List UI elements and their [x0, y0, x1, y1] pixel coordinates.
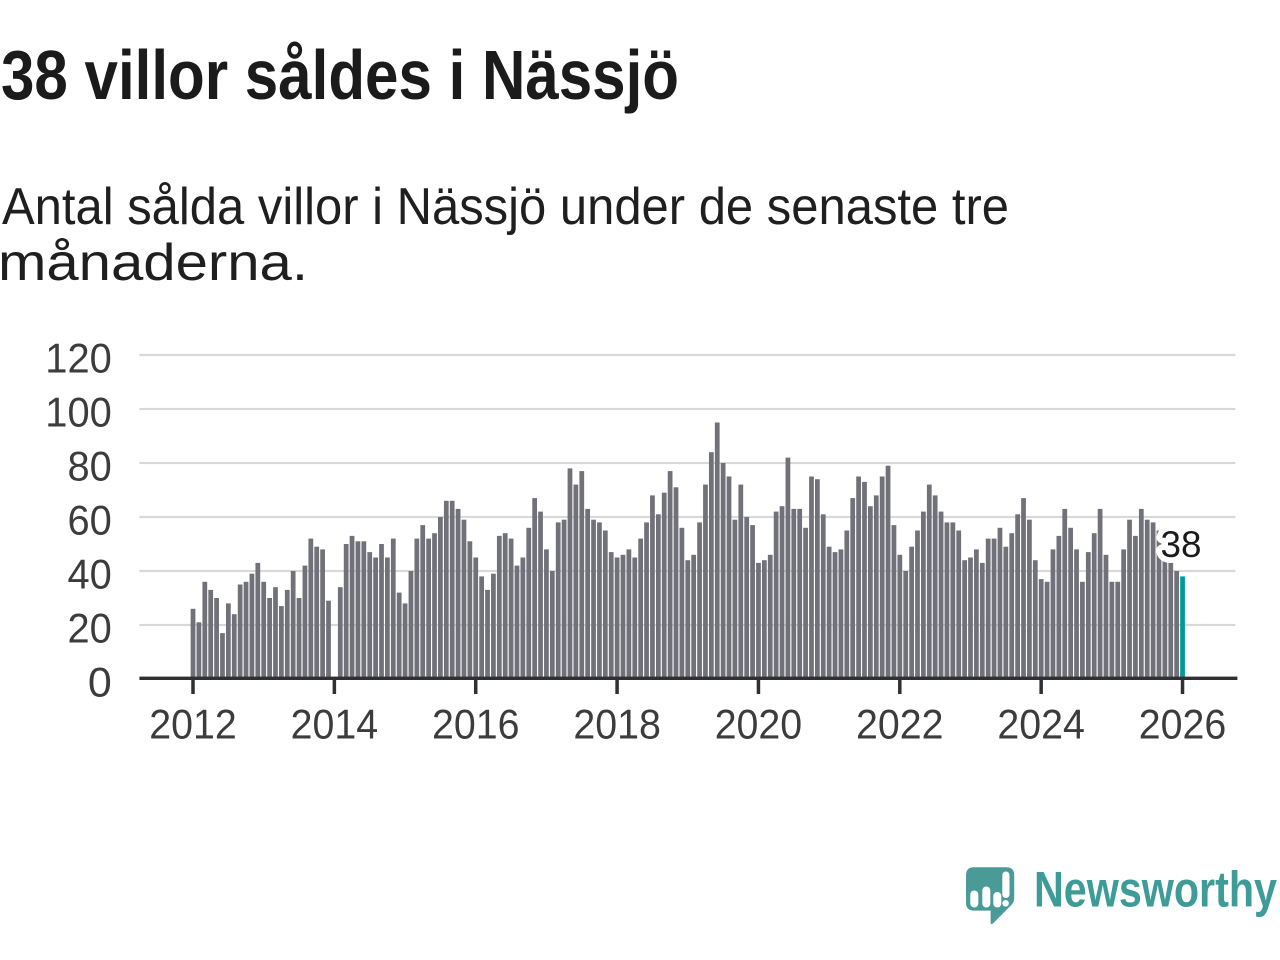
svg-text:2024: 2024 [997, 701, 1085, 748]
svg-text:2022: 2022 [856, 701, 944, 748]
svg-text:100: 100 [45, 389, 112, 436]
svg-text:Newsworthy: Newsworthy [1034, 862, 1277, 918]
svg-text:2012: 2012 [149, 701, 237, 748]
svg-text:0: 0 [88, 659, 112, 706]
svg-text:månaderna.: månaderna. [0, 234, 308, 292]
svg-text:20: 20 [68, 605, 112, 652]
svg-text:60: 60 [68, 497, 112, 544]
svg-text:38 villor såldes i Nässjö: 38 villor såldes i Nässjö [1, 36, 679, 114]
svg-text:80: 80 [68, 443, 112, 490]
svg-text:2026: 2026 [1139, 701, 1227, 748]
svg-text:2020: 2020 [715, 701, 803, 748]
svg-text:2014: 2014 [291, 701, 379, 748]
svg-text:38: 38 [1161, 524, 1202, 565]
svg-text:2016: 2016 [432, 701, 520, 748]
svg-text:Antal sålda villor i Nässjö un: Antal sålda villor i Nässjö under de sen… [2, 178, 1009, 236]
svg-text:120: 120 [45, 335, 112, 382]
svg-text:40: 40 [68, 551, 112, 598]
svg-text:2018: 2018 [573, 701, 661, 748]
